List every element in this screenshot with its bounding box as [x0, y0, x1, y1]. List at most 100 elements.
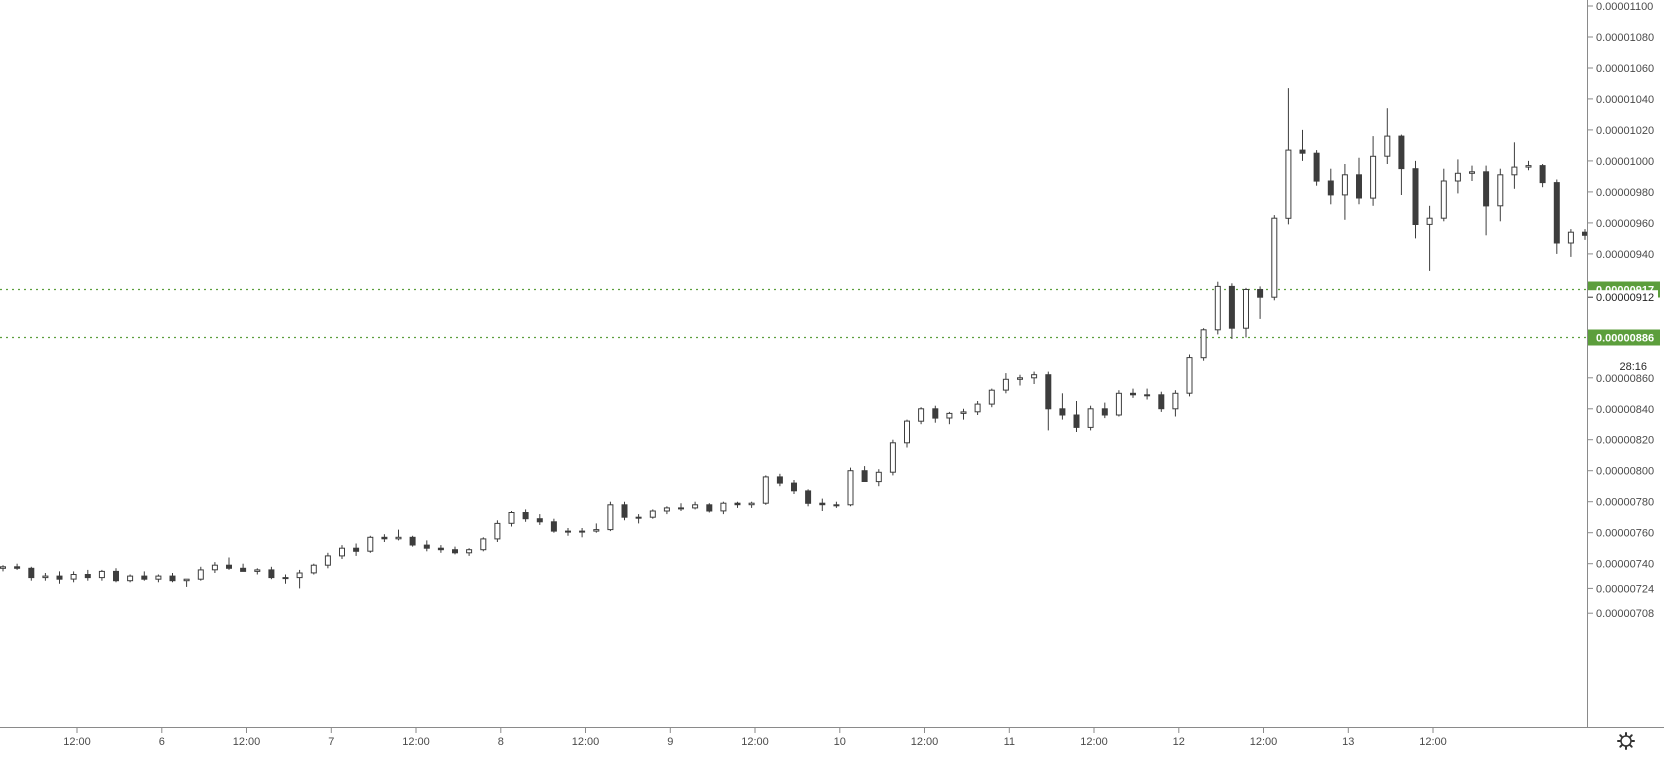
time-tick-label: 12:00 [1080, 736, 1108, 748]
time-tick-label: 12:00 [741, 736, 769, 748]
candle [1314, 150, 1319, 186]
candle [1088, 406, 1093, 431]
candle-body-down [453, 550, 458, 553]
candle-body-up [297, 573, 302, 578]
candle-body-down [707, 505, 712, 511]
candle-body-down [735, 503, 740, 505]
candle [1201, 328, 1206, 361]
time-tick-label: 12:00 [233, 736, 261, 748]
candle-body-up [1088, 409, 1093, 428]
candle [311, 564, 316, 575]
candle [989, 389, 994, 408]
candle-body-up [947, 413, 952, 418]
price-tick-label: 0.00001080 [1596, 32, 1654, 44]
candle-body-up [255, 570, 260, 572]
candle-body-down [1102, 409, 1107, 415]
candle-body-down [227, 565, 232, 568]
candle-body-up [890, 443, 895, 472]
candle-body-down [170, 576, 175, 581]
candle-body-down [806, 491, 811, 503]
candle-body-down [523, 513, 528, 519]
candle [650, 509, 655, 518]
candle-body-down [862, 471, 867, 482]
candle-body-up [311, 565, 316, 573]
candle-body-up [198, 570, 203, 579]
time-tick-label: 12:00 [572, 736, 600, 748]
candle [622, 502, 627, 521]
candle-body-up [664, 508, 669, 511]
candle-body-down [142, 576, 147, 579]
price-tick-label: 0.00000740 [1596, 559, 1654, 571]
candle-body-down [1046, 375, 1051, 409]
candle-body-up [1427, 218, 1432, 224]
candle-body-down [551, 522, 556, 531]
candle-body-down [1540, 166, 1545, 183]
candle-body-up [608, 505, 613, 530]
candle-body-down [537, 519, 542, 522]
candle-body-down [85, 575, 90, 578]
price-tick-label: 0.00000760 [1596, 528, 1654, 540]
price-line-label: 0.00000886 [1596, 333, 1654, 345]
time-tick-label: 7 [328, 736, 334, 748]
candle-body-up [975, 404, 980, 412]
candle-body-up [43, 576, 48, 578]
candle-body-up [848, 471, 853, 505]
candle [495, 520, 500, 542]
candle-body-up [1455, 173, 1460, 181]
candle-body-down [241, 568, 246, 571]
price-tick-label: 0.00001000 [1596, 156, 1654, 168]
candle [1215, 282, 1220, 335]
candle-body-down [1357, 175, 1362, 198]
candle [608, 502, 613, 531]
candle-body-down [622, 505, 627, 517]
candle [368, 536, 373, 553]
candle [919, 407, 924, 424]
candle-body-up [467, 550, 472, 553]
candle [707, 503, 712, 512]
time-tick-label: 12:00 [402, 736, 430, 748]
candle-body-down [1074, 415, 1079, 427]
price-tick-label: 0.00000940 [1596, 249, 1654, 261]
price-tick-label: 0.00001100 [1596, 1, 1653, 13]
candle-body-up [99, 571, 104, 577]
candle-body-up [1018, 378, 1023, 380]
candle-body-down [1314, 153, 1319, 181]
candle-body-up [636, 517, 641, 518]
candle-body-down [29, 568, 34, 577]
price-tick-label: 0.00000860 [1596, 373, 1654, 385]
candle-body-up [128, 576, 133, 581]
candle-body-up [1512, 167, 1517, 175]
time-tick-label: 12:00 [1250, 736, 1278, 748]
candle-body-down [424, 545, 429, 548]
time-tick-label: 8 [498, 736, 504, 748]
candle-body-up [1498, 175, 1503, 206]
candle-body-down [1484, 172, 1489, 206]
candle-body-down [382, 537, 387, 539]
candle-body-up [1441, 181, 1446, 218]
candle-body-down [354, 548, 359, 551]
countdown-timer: 28:16 [1619, 361, 1647, 373]
candle-body-up [1470, 172, 1475, 174]
candle-body-down [57, 576, 62, 579]
candle-body-down [1258, 290, 1263, 298]
candle-body-up [1272, 218, 1277, 297]
price-tick-label: 0.00000800 [1596, 466, 1654, 478]
candle-body-up [961, 412, 966, 414]
candle-body-up [1145, 395, 1150, 396]
candle-body-up [1, 567, 6, 569]
candle [1116, 390, 1121, 416]
time-tick-label: 12:00 [911, 736, 939, 748]
time-tick-label: 9 [667, 736, 673, 748]
candle-body-down [1229, 286, 1234, 328]
candle-body-up [212, 565, 217, 570]
time-tick-label: 6 [159, 736, 165, 748]
candle-body-up [1173, 393, 1178, 409]
candle-body-up [1116, 393, 1121, 415]
candle-body-up [749, 503, 754, 505]
candle-body-up [1003, 379, 1008, 390]
candle [890, 440, 895, 476]
candle [1554, 180, 1559, 254]
